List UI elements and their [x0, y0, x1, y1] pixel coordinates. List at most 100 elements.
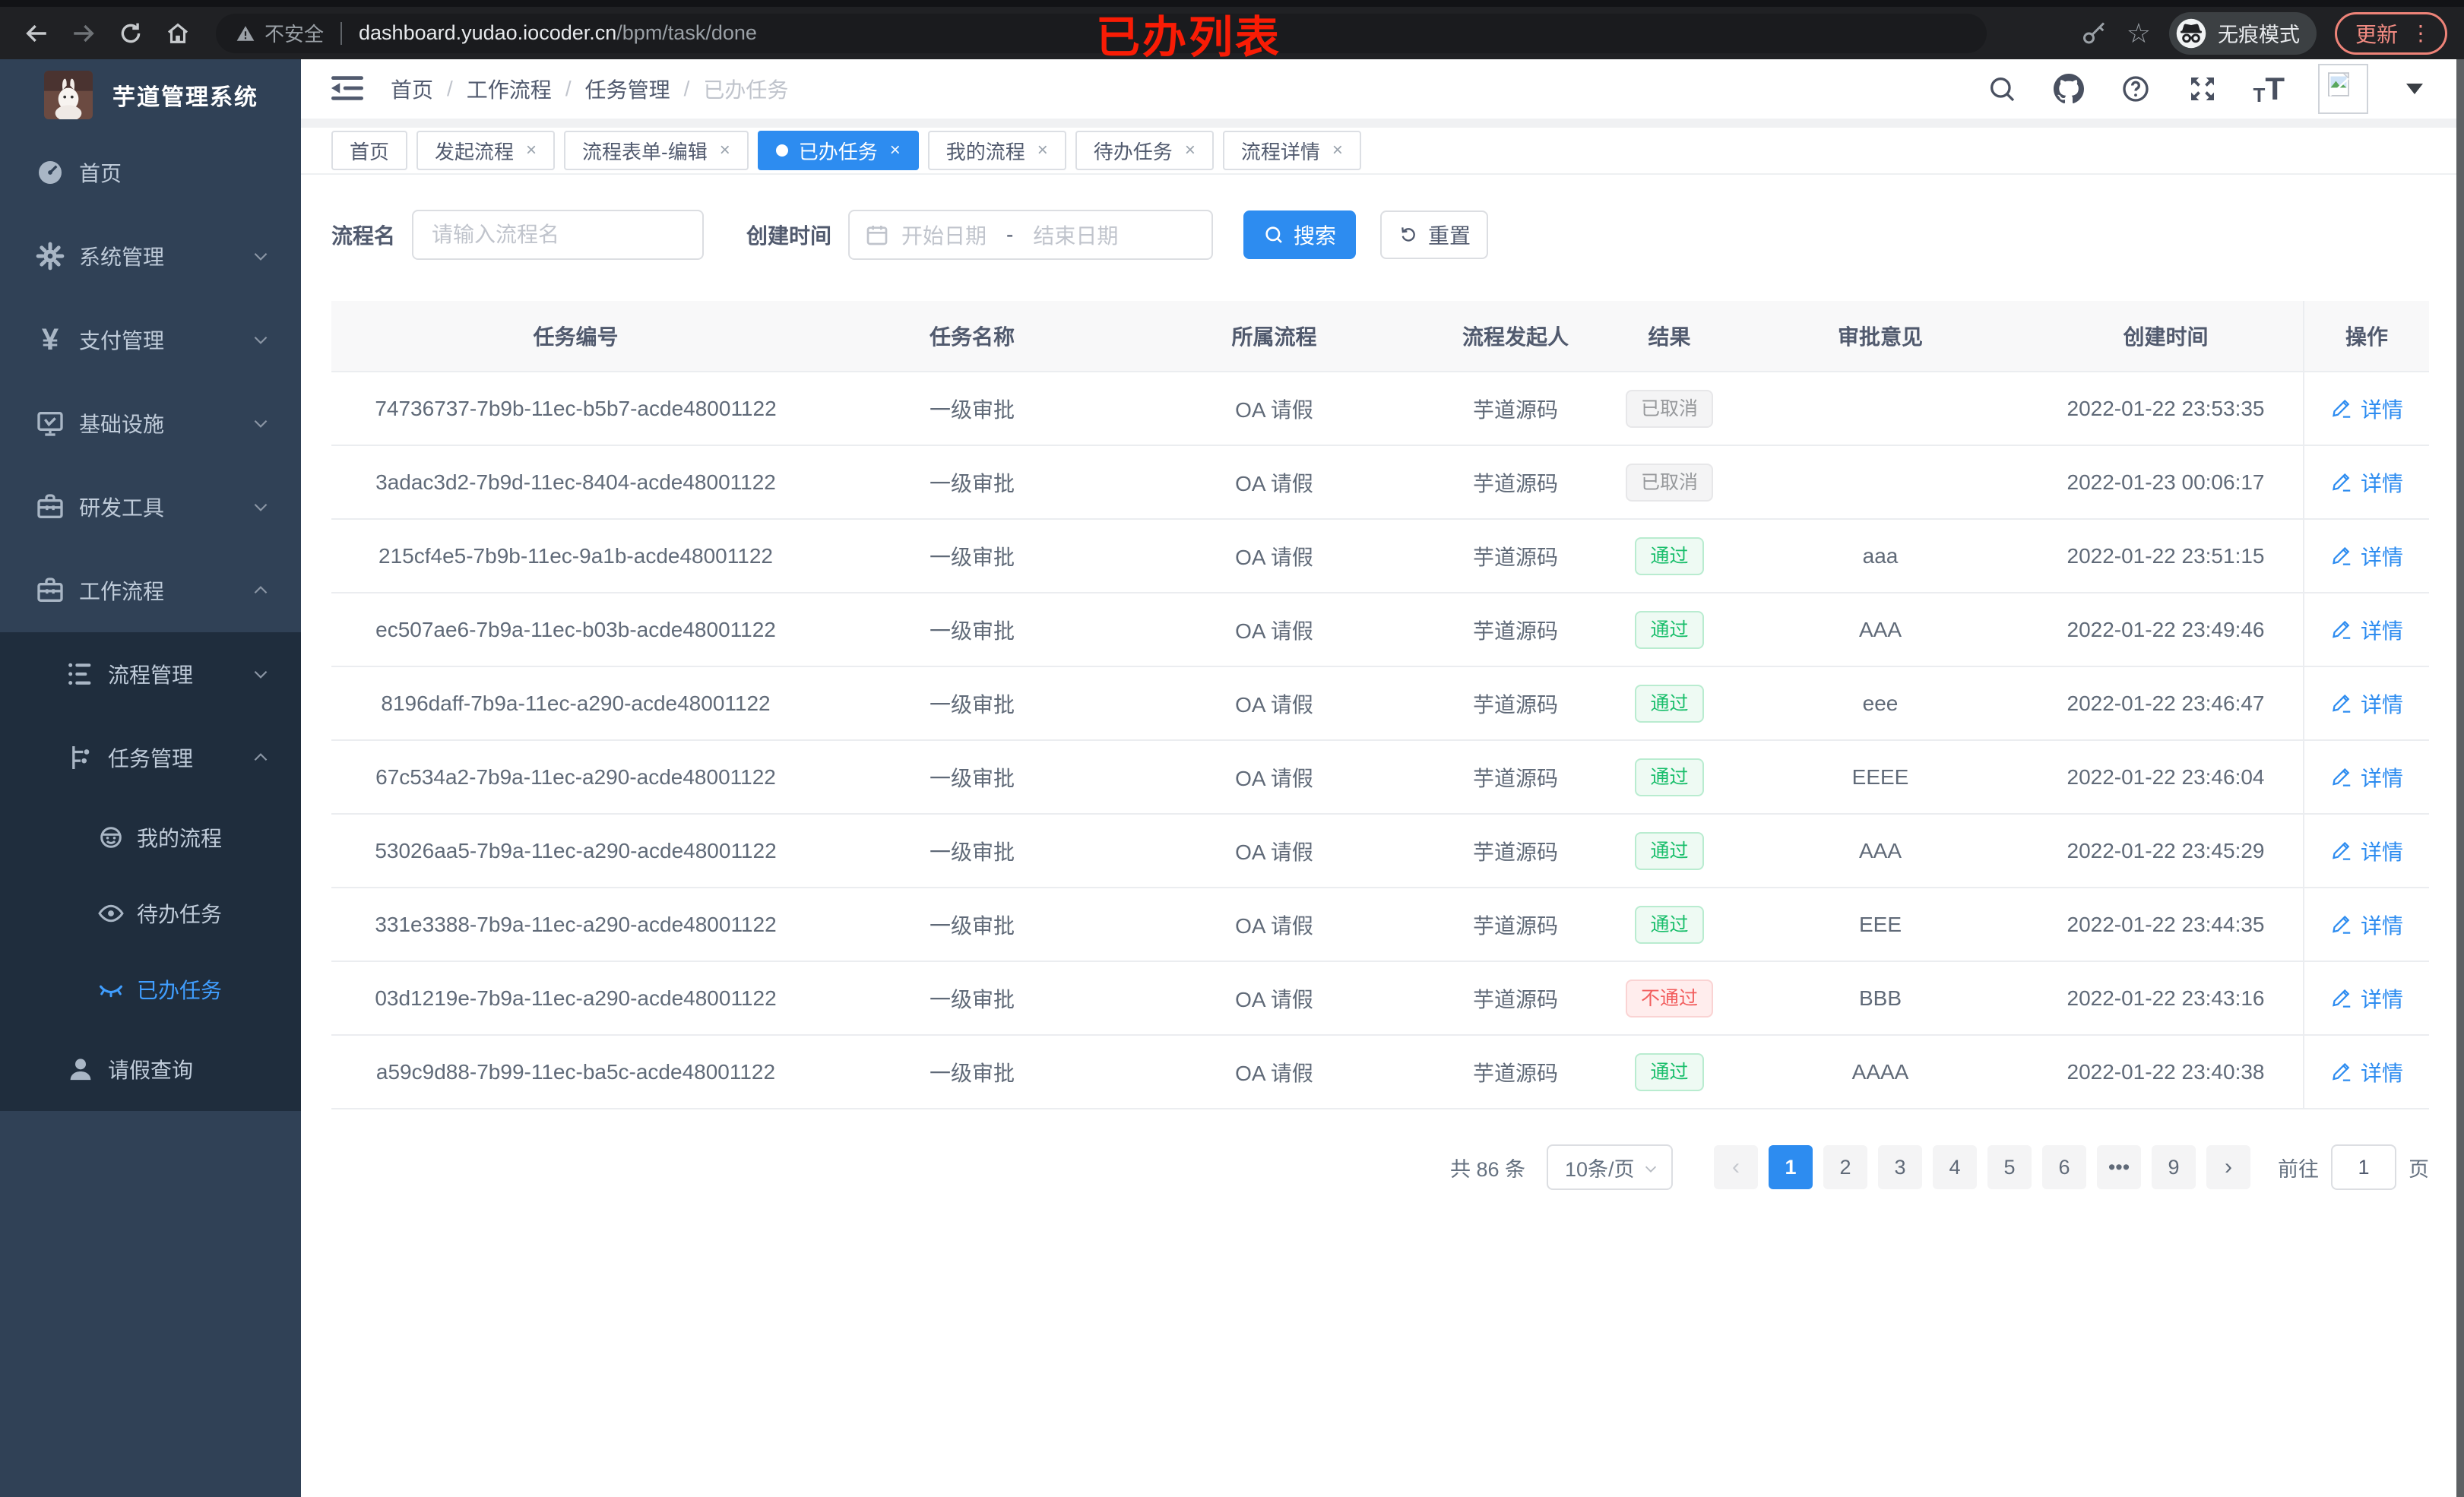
tab-已办任务[interactable]: 已办任务 ×	[757, 131, 919, 170]
detail-link[interactable]: 详情	[2330, 983, 2403, 1014]
cell-name: 一级审批	[820, 667, 1124, 739]
back-icon[interactable]	[17, 14, 56, 53]
sidebar-item-home[interactable]: 首页	[0, 131, 301, 214]
sidebar-item-leave-query[interactable]: 请假查询	[0, 1027, 301, 1111]
bookmark-star-icon[interactable]: ☆	[2126, 17, 2151, 49]
breadcrumb-home[interactable]: 首页	[391, 78, 434, 102]
tab-close-icon[interactable]: ×	[1037, 140, 1048, 160]
search-icon[interactable]	[1985, 72, 2019, 106]
monitor-icon	[32, 405, 68, 442]
reset-button[interactable]: 重置	[1380, 210, 1489, 259]
detail-link[interactable]: 详情	[2330, 762, 2403, 793]
column-header: 任务编号	[533, 325, 619, 349]
end-date-placeholder[interactable]: 结束日期	[1033, 224, 1119, 248]
tab-close-icon[interactable]: ×	[719, 140, 730, 160]
prev-page-button[interactable]: ‹	[1714, 1145, 1758, 1189]
start-date-placeholder[interactable]: 开始日期	[901, 224, 987, 248]
sidebar-item-my-process[interactable]: 我的流程	[0, 799, 301, 875]
list-tree-icon	[62, 656, 99, 692]
page-button-1[interactable]: 1	[1769, 1145, 1813, 1189]
page-button-9[interactable]: 9	[2152, 1145, 2196, 1189]
security-label[interactable]: 不安全	[264, 23, 325, 46]
sidebar-item-infra[interactable]: 基础设施	[0, 381, 301, 465]
sidebar-item-label: 已办任务	[137, 979, 223, 1002]
tab-首页[interactable]: 首页	[331, 131, 408, 170]
tab-close-icon[interactable]: ×	[1184, 140, 1196, 160]
table-row: 53026aa5-7b9a-11ec-a290-acde48001122 一级审批…	[331, 815, 2429, 888]
goto-page-input[interactable]	[2331, 1144, 2396, 1190]
page-button-3[interactable]: 3	[1878, 1145, 1922, 1189]
breadcrumb-task-mgmt[interactable]: 任务管理	[584, 78, 670, 102]
tab-close-icon[interactable]: ×	[889, 140, 901, 160]
home-icon[interactable]	[158, 14, 198, 53]
password-key-icon[interactable]	[2081, 20, 2108, 47]
app-logo-row[interactable]: 芋道管理系统	[0, 59, 301, 131]
page-button-6[interactable]: 6	[2042, 1145, 2086, 1189]
sidebar-item-workflow[interactable]: 工作流程	[0, 549, 301, 632]
cell-starter-text: 芋道源码	[1472, 913, 1558, 938]
sidebar-item-system[interactable]: 系统管理	[0, 214, 301, 298]
fullscreen-icon[interactable]	[2186, 72, 2219, 106]
result-badge: 通过	[1635, 536, 1704, 575]
url-bar[interactable]: 不安全 dashboard.yudao.iocoder.cn /bpm/task…	[216, 13, 1987, 53]
avatar[interactable]	[2318, 64, 2368, 114]
sidebar-item-todo-tasks[interactable]: 待办任务	[0, 875, 301, 951]
detail-link[interactable]: 详情	[2330, 1057, 2403, 1087]
forward-icon[interactable]	[64, 14, 103, 53]
result-badge: 通过	[1635, 758, 1704, 796]
cell-process-text: OA 请假	[1235, 692, 1313, 717]
reload-icon[interactable]	[111, 14, 150, 53]
date-range-input[interactable]: 开始日期 - 结束日期	[848, 210, 1214, 260]
cell-id-text: 215cf4e5-7b9b-11ec-9a1b-acde48001122	[378, 543, 773, 568]
more-pages-button[interactable]: •••	[2097, 1145, 2141, 1189]
cell-created: 2022-01-22 23:53:35	[2029, 372, 2303, 445]
breadcrumb: 首页 / 工作流程 / 任务管理 / 已办任务	[391, 74, 788, 104]
sidebar-item-devtools[interactable]: 研发工具	[0, 465, 301, 549]
page-button-2[interactable]: 2	[1823, 1145, 1867, 1189]
avatar-caret-icon[interactable]	[2406, 84, 2423, 94]
detail-link[interactable]: 详情	[2330, 394, 2403, 424]
detail-link[interactable]: 详情	[2330, 615, 2403, 645]
detail-link[interactable]: 详情	[2330, 467, 2403, 498]
process-name-input[interactable]	[412, 210, 705, 260]
page-button-5[interactable]: 5	[1987, 1145, 2032, 1189]
not-secure-icon	[236, 24, 255, 43]
github-icon[interactable]	[2052, 72, 2086, 106]
chrome-update-button[interactable]: 更新 ⋮	[2334, 11, 2447, 55]
breadcrumb-separator: /	[683, 77, 690, 100]
cell-actions: 详情	[2303, 1036, 2429, 1108]
tab-发起流程[interactable]: 发起流程 ×	[416, 131, 556, 170]
cell-name-text: 一级审批	[929, 397, 1015, 422]
chevron-down-icon	[251, 413, 271, 433]
detail-link[interactable]: 详情	[2330, 541, 2403, 571]
page-size-select[interactable]: 10条/页	[1547, 1144, 1673, 1190]
cell-actions: 详情	[2303, 962, 2429, 1034]
breadcrumb-workflow[interactable]: 工作流程	[466, 78, 552, 102]
chrome-menu-icon[interactable]: ⋮	[2410, 21, 2431, 45]
tab-close-icon[interactable]: ×	[1332, 140, 1343, 160]
cell-name-text: 一级审批	[929, 913, 1015, 938]
tab-close-icon[interactable]: ×	[526, 140, 537, 160]
cell-starter: 芋道源码	[1424, 520, 1607, 592]
page-button-4[interactable]: 4	[1933, 1145, 1977, 1189]
cell-starter-text: 芋道源码	[1472, 619, 1558, 643]
tab-待办任务[interactable]: 待办任务 ×	[1075, 131, 1214, 170]
cell-opinion-text: EEE	[1858, 912, 1902, 936]
sidebar-item-process-mgmt[interactable]: 流程管理	[0, 632, 301, 716]
sidebar-item-done-tasks[interactable]: 已办任务	[0, 951, 301, 1027]
tab-我的流程[interactable]: 我的流程 ×	[927, 131, 1066, 170]
detail-link[interactable]: 详情	[2330, 836, 2403, 866]
detail-link-label: 详情	[2360, 692, 2403, 717]
detail-link[interactable]: 详情	[2330, 910, 2403, 940]
tab-流程表单-编辑[interactable]: 流程表单-编辑 ×	[564, 131, 749, 170]
next-page-button[interactable]: ›	[2206, 1145, 2250, 1189]
tab-流程详情[interactable]: 流程详情 ×	[1222, 131, 1361, 170]
chevron-down-icon	[251, 246, 271, 266]
sidebar-item-task-mgmt[interactable]: 任务管理	[0, 716, 301, 799]
help-icon[interactable]	[2119, 72, 2152, 106]
sidebar-item-payment[interactable]: ¥ 支付管理	[0, 298, 301, 381]
collapse-sidebar-icon[interactable]	[331, 74, 363, 103]
search-button[interactable]: 搜索	[1243, 210, 1357, 259]
detail-link[interactable]: 详情	[2330, 688, 2403, 719]
